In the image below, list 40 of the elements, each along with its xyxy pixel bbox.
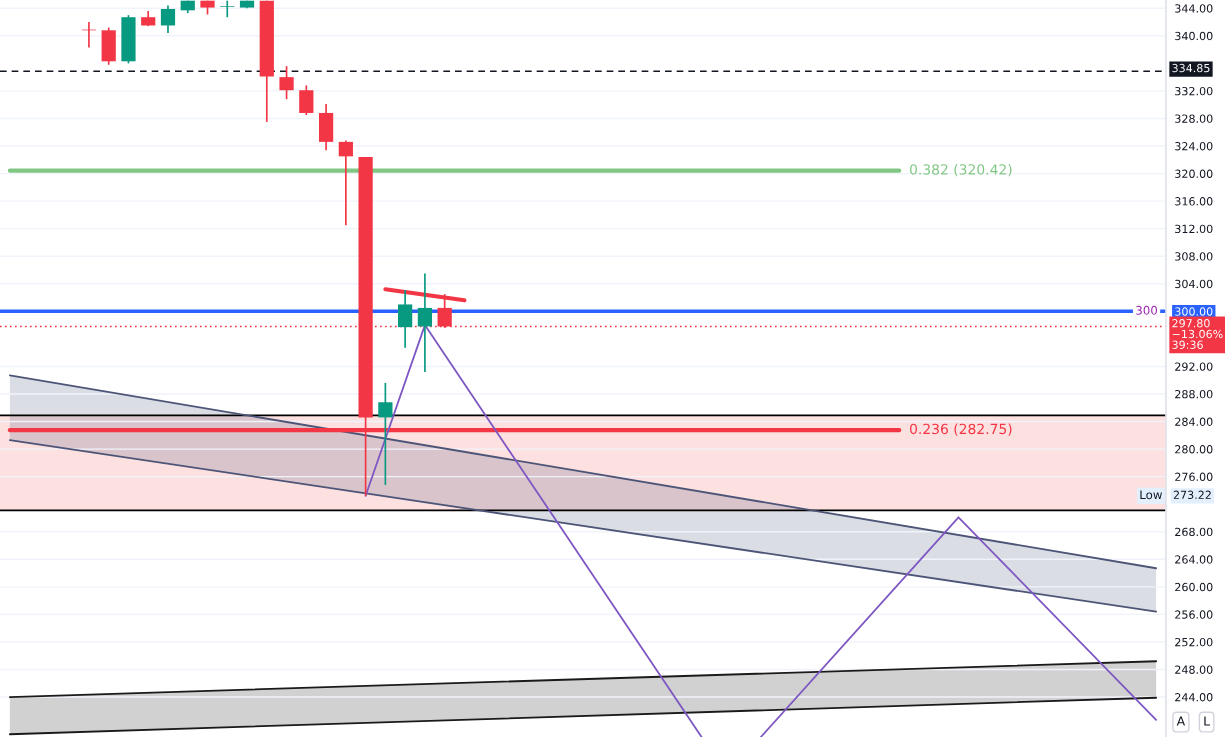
y-tick-label: 268.00 — [1175, 527, 1213, 537]
y-tick-label: 320.00 — [1175, 169, 1213, 178]
y-tick-label: 260.00 — [1175, 582, 1213, 592]
text: 273.22 — [1173, 490, 1211, 500]
candlestick — [378, 382, 393, 486]
y-tick-label: 288.00 — [1175, 389, 1213, 399]
y-tick-label: 264.00 — [1175, 555, 1213, 564]
y-tick-label: 248.00 — [1175, 665, 1213, 674]
series-label: 0.236 (282.75) — [910, 423, 1012, 436]
ref-line-label: 300 — [1136, 305, 1158, 315]
y-tick-label: 300.00 — [1175, 307, 1213, 316]
y-tick-label: 252.00 — [1175, 637, 1213, 647]
series-label: 0.382 (320.42) — [910, 163, 1012, 177]
y-tick-label: 328.00 — [1175, 114, 1213, 123]
text: L — [1204, 716, 1211, 726]
y-tick-label: 308.00 — [1175, 252, 1213, 261]
y-tick-label: 316.00 — [1175, 197, 1213, 206]
y-tick-label: 340.00 — [1175, 31, 1213, 41]
y-tick-label: 344.00 — [1175, 4, 1213, 13]
text: A — [1176, 716, 1186, 726]
y-tick-label: 324.00 — [1175, 142, 1213, 151]
candlestick — [220, 0, 235, 19]
candlestick — [398, 289, 413, 349]
y-tick-label: 284.00 — [1175, 417, 1213, 426]
candlestick — [417, 272, 433, 373]
y-tick-label: 244.00 — [1175, 693, 1213, 702]
y-tick-label: 304.00 — [1175, 279, 1213, 289]
y-tick-label: 280.00 — [1175, 445, 1213, 454]
y-tick-label: 332.00 — [1175, 86, 1213, 96]
candlestick — [160, 4, 176, 34]
y-tick-label: 292.00 — [1175, 362, 1213, 371]
candlestick — [279, 65, 294, 101]
candlestick — [299, 84, 314, 116]
y-tick-label: 276.00 — [1175, 472, 1213, 482]
candlestick — [338, 139, 353, 227]
annotation: Low — [1140, 490, 1163, 500]
y-tick-label: 312.00 — [1175, 224, 1213, 234]
ref-line-label: 297.80 −13.06% 39:36 — [1172, 319, 1223, 349]
y-tick-label: 256.00 — [1175, 610, 1213, 619]
ref-line-label: 334.85 — [1172, 63, 1210, 73]
